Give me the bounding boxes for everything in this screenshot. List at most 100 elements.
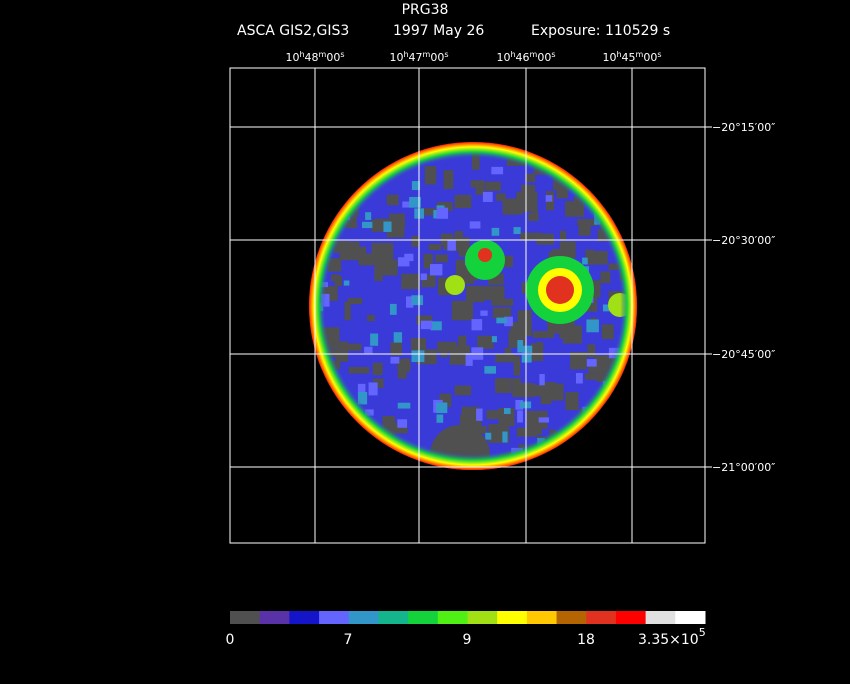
texture <box>626 359 637 378</box>
colorbar-segment <box>586 611 617 624</box>
ra-unit: m <box>423 50 431 59</box>
texture <box>556 148 568 163</box>
texture <box>536 459 557 470</box>
ra-label: 10h45m00s <box>602 50 661 64</box>
texture <box>626 148 637 163</box>
texture <box>598 156 610 170</box>
texture <box>580 442 602 458</box>
coord-grid <box>230 68 705 543</box>
colorbar-label: 18 <box>577 632 595 648</box>
ra-unit: s <box>340 50 344 59</box>
texture <box>563 452 578 461</box>
colorbar-segment <box>230 611 261 624</box>
texture <box>640 468 647 477</box>
colorbar-label: 9 <box>463 632 472 648</box>
colorbar-label: 7 <box>344 632 353 648</box>
texture <box>606 411 618 427</box>
ra-value: 00 <box>430 51 444 64</box>
texture <box>638 208 654 220</box>
texture <box>309 183 318 190</box>
texture <box>345 169 353 183</box>
texture <box>309 458 319 470</box>
mantissa: 3.35×10 <box>638 632 699 648</box>
texture <box>609 158 622 169</box>
texture <box>384 457 406 470</box>
colorbar-segment <box>526 611 558 624</box>
texture <box>375 455 384 465</box>
ra-value: 10 <box>496 51 510 64</box>
texture <box>621 383 637 398</box>
colorbar-segment <box>319 611 350 624</box>
ra-unit: m <box>636 50 644 59</box>
ra-unit: h <box>616 50 621 59</box>
texture <box>317 415 338 428</box>
colorbar-segment <box>348 611 379 624</box>
colorbar-segment <box>497 611 528 624</box>
texture <box>588 427 601 435</box>
texture <box>311 214 326 235</box>
ra-unit: h <box>510 50 515 59</box>
texture <box>400 464 407 470</box>
texture <box>310 160 319 172</box>
texture <box>611 404 628 421</box>
texture <box>350 178 363 186</box>
colorbar-segment <box>259 611 290 624</box>
ra-unit: h <box>299 50 304 59</box>
exponent: 5 <box>699 626 706 639</box>
texture <box>614 148 627 157</box>
texture <box>317 216 327 228</box>
ra-unit: s <box>444 50 448 59</box>
texture <box>627 404 637 419</box>
ra-unit: m <box>319 50 327 59</box>
dec-label: −20°45′00″ <box>712 348 775 361</box>
texture <box>600 424 623 444</box>
ra-value: 10 <box>389 51 403 64</box>
ra-value: 10 <box>602 51 616 64</box>
texture <box>323 154 331 170</box>
texture <box>563 457 581 470</box>
ra-value: 00 <box>537 51 551 64</box>
dec-label: −21°00′00″ <box>712 461 775 474</box>
instrument: ASCA GIS2,GIS3 <box>237 23 349 39</box>
texture <box>575 466 586 470</box>
texture <box>332 172 339 187</box>
texture <box>333 171 347 191</box>
ra-unit: s <box>551 50 555 59</box>
texture <box>356 157 371 169</box>
texture <box>599 186 609 199</box>
texture <box>338 417 349 428</box>
texture <box>309 412 331 430</box>
texture <box>575 461 584 470</box>
texture <box>539 462 552 470</box>
colorbar-segment <box>645 611 676 624</box>
ra-unit: h <box>403 50 408 59</box>
ra-value: 00 <box>326 51 340 64</box>
colorbar-segment <box>408 611 439 624</box>
ra-label: 10h48m00s <box>285 50 344 64</box>
texture <box>562 151 569 158</box>
ra-unit: m <box>530 50 538 59</box>
texture <box>309 381 318 391</box>
colorbar-segment <box>467 611 498 624</box>
ra-label: 10h47m00s <box>389 50 448 64</box>
dec-label: −20°30′00″ <box>712 234 775 247</box>
texture <box>316 196 335 214</box>
texture <box>373 158 383 164</box>
texture <box>347 157 354 175</box>
colorbar-segment <box>437 611 468 624</box>
texture <box>620 373 632 385</box>
texture <box>371 149 385 164</box>
ra-value: 00 <box>643 51 657 64</box>
colorbar-segment <box>289 611 320 624</box>
texture <box>638 279 655 296</box>
texture <box>347 442 365 459</box>
texture <box>610 439 623 451</box>
colorbar-label: 0 <box>226 632 235 648</box>
colorbar-segment <box>378 611 409 624</box>
colorbar-segment <box>556 611 587 624</box>
ra-label: 10h46m00s <box>496 50 555 64</box>
texture <box>588 434 601 442</box>
texture <box>598 178 610 198</box>
texture <box>627 173 637 182</box>
